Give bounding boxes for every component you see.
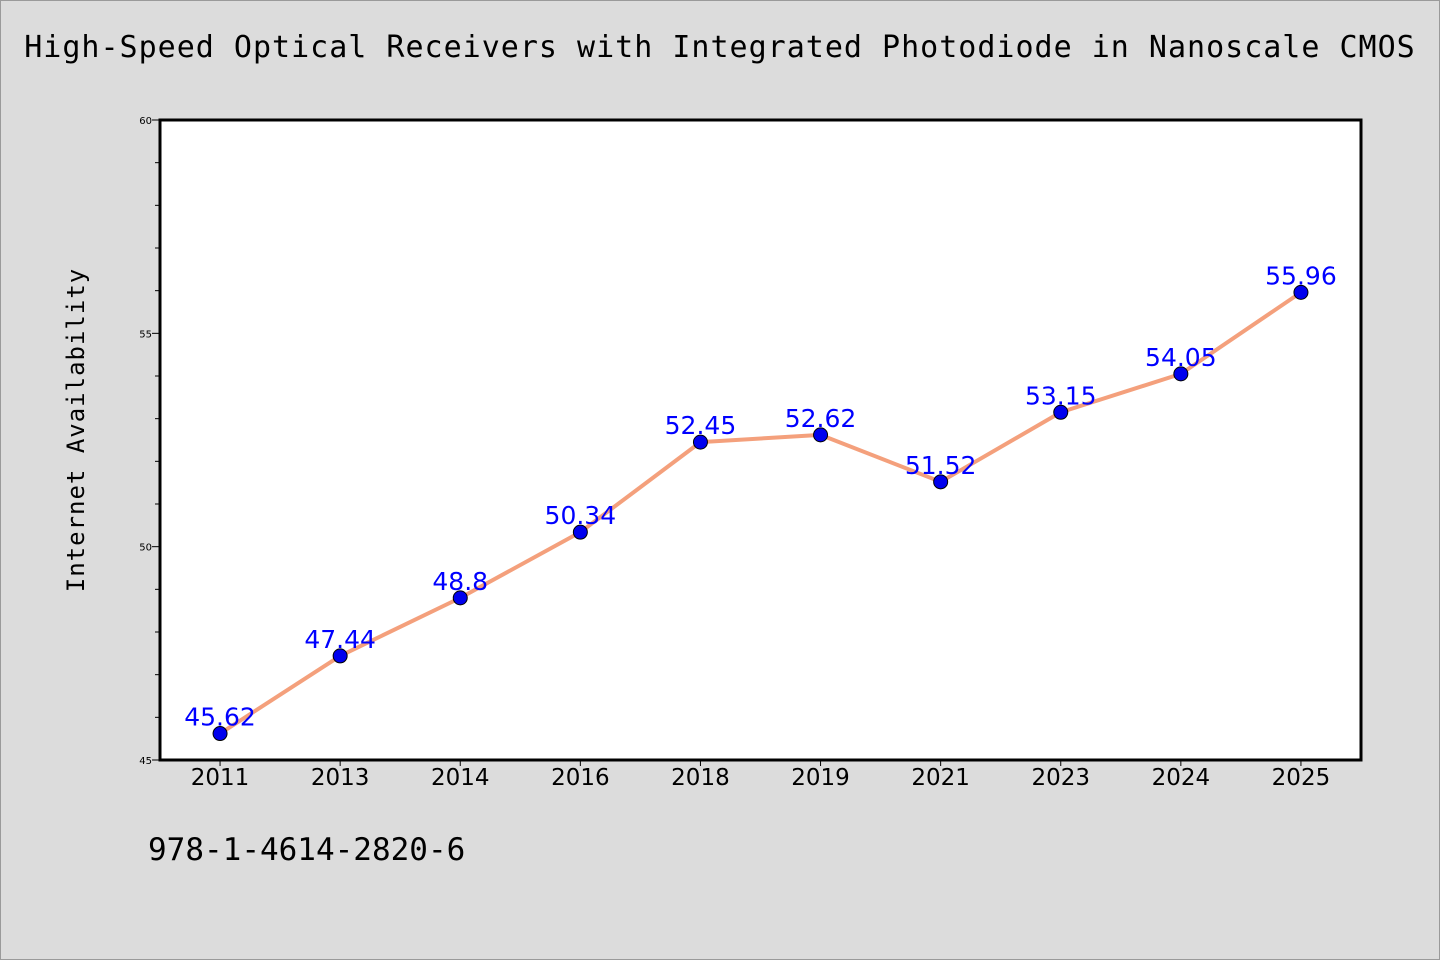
data-point <box>212 726 228 742</box>
y-tick-label: 60 <box>139 116 152 127</box>
x-tick-label: 2023 <box>1031 765 1090 791</box>
data-markers <box>212 284 1309 742</box>
x-tick-label: 2011 <box>191 765 250 791</box>
y-tick-label: 45 <box>139 756 152 767</box>
data-point <box>452 590 468 606</box>
x-tick-label: 2018 <box>671 765 730 791</box>
x-tick-label: 2014 <box>431 765 490 791</box>
data-point <box>933 474 949 490</box>
y-tick-label: 55 <box>139 329 152 340</box>
isbn-text: 978-1-4614-2820-6 <box>148 832 466 868</box>
series-line <box>218 290 1303 736</box>
x-tick-label: 2021 <box>911 765 970 791</box>
data-point <box>813 427 829 443</box>
data-point <box>1173 366 1189 382</box>
x-tick-label: 2016 <box>551 765 610 791</box>
data-point <box>1053 404 1069 420</box>
chart-title: High-Speed Optical Receivers with Integr… <box>24 30 1416 65</box>
x-tick-label: 2024 <box>1152 765 1211 791</box>
data-point <box>1293 284 1309 300</box>
data-point <box>572 524 588 540</box>
y-tick-label: 50 <box>139 543 152 554</box>
y-axis: 45 50 55 60 <box>139 116 160 767</box>
x-tick-label: 2019 <box>791 765 850 791</box>
y-axis-title: Internet Availability <box>62 268 90 592</box>
x-tick-label: 2013 <box>311 765 370 791</box>
x-tick-label: 2025 <box>1272 765 1331 791</box>
data-point <box>692 434 708 450</box>
x-axis: 2011 2013 2014 2016 2018 2019 2021 2023 2024 2025 <box>191 760 1330 791</box>
data-point <box>332 648 348 664</box>
